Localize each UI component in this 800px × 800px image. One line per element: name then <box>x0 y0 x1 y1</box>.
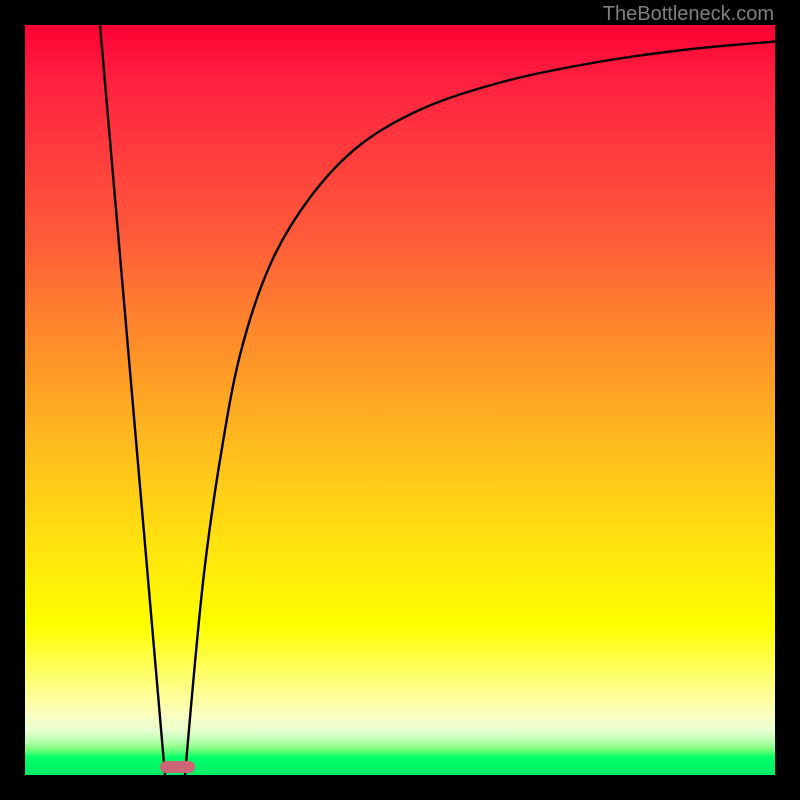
chart-stage: TheBottleneck.com <box>0 0 800 800</box>
bottleneck-marker <box>160 761 195 773</box>
watermark-text: TheBottleneck.com <box>603 3 774 26</box>
curve-right-branch <box>185 42 775 776</box>
bottleneck-curve <box>25 25 775 775</box>
curve-left-branch <box>100 25 165 775</box>
